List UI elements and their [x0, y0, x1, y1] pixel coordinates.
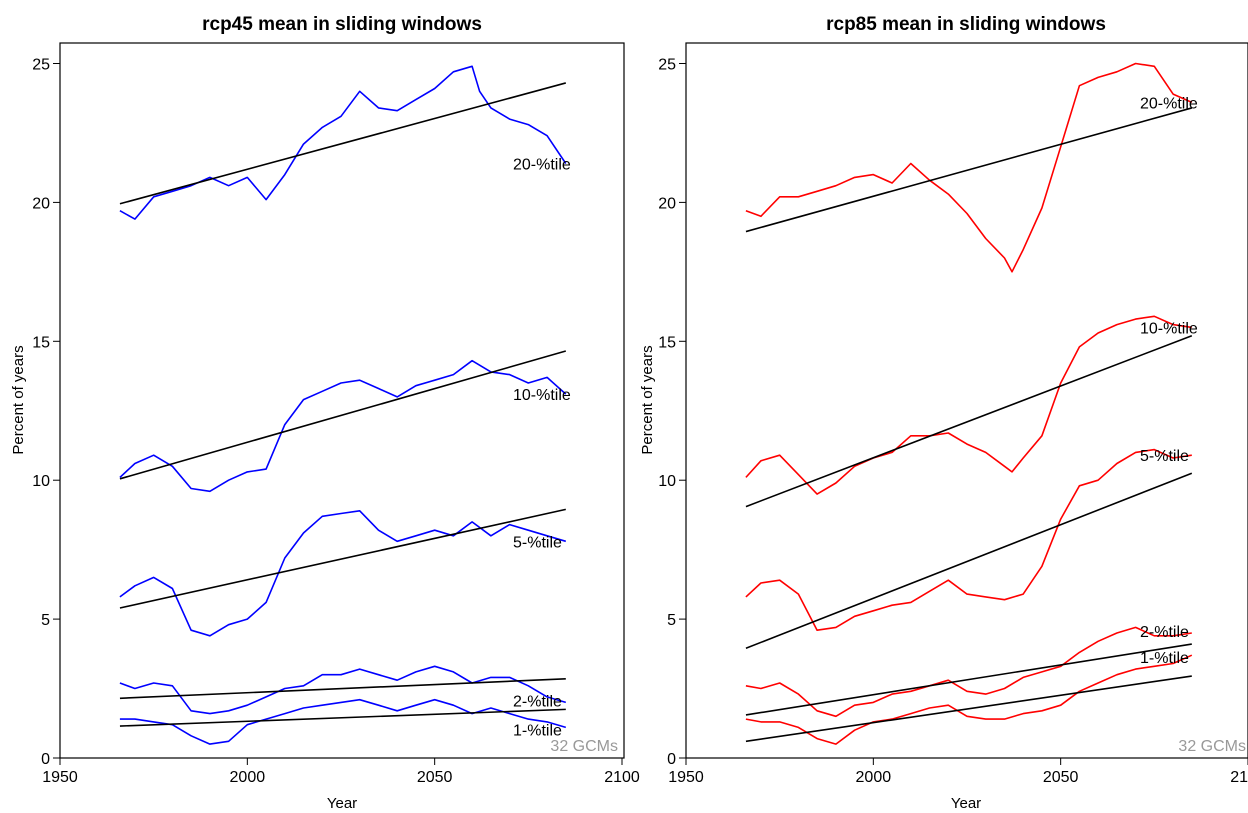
- panel-rcp45: rcp45 mean in sliding windows Year Perce…: [10, 14, 640, 812]
- y-tick-label: 5: [41, 612, 50, 629]
- trend-line-20-pcttile: [745, 107, 1193, 233]
- trend-line-5-pcttile: [119, 508, 566, 609]
- series-line-2-pcttile: [745, 626, 1192, 718]
- trend-line-1-pcttile: [745, 675, 1192, 743]
- x-tick-label: 1950: [42, 769, 78, 786]
- trend-line-5-pcttile: [745, 472, 1193, 650]
- trend-line-10-pcttile: [745, 334, 1193, 508]
- gcm-count-annotation: 32 GCMs: [550, 738, 618, 755]
- plot-frame: [685, 42, 1248, 759]
- series-label: 1-%tile: [513, 722, 562, 739]
- y-tick-label: 10: [32, 473, 50, 490]
- chart-title: rcp45 mean in sliding windows: [202, 14, 482, 35]
- series-label: 20-%tile: [1140, 95, 1198, 112]
- series-label: 2-%tile: [513, 693, 562, 710]
- x-tick-label: 2050: [417, 769, 453, 786]
- series-label: 1-%tile: [1140, 650, 1189, 667]
- x-tick-label: 2000: [230, 769, 266, 786]
- y-axis-label: Percent of years: [639, 345, 656, 454]
- series-label: 10-%tile: [1140, 320, 1198, 337]
- trend-line-20-pcttile: [119, 82, 567, 205]
- x-tick-label: 2100: [604, 769, 640, 786]
- y-tick-label: 5: [667, 612, 676, 629]
- trend-line-2-pcttile: [119, 678, 566, 700]
- plot-frame: [59, 42, 625, 759]
- chart-title: rcp85 mean in sliding windows: [826, 14, 1106, 35]
- series-line-1-pcttile: [119, 698, 567, 745]
- y-tick-label: 0: [41, 751, 50, 768]
- x-tick-label: 2050: [1043, 769, 1079, 786]
- series-line-5-pcttile: [745, 448, 1192, 632]
- y-tick-label: 25: [32, 57, 50, 74]
- y-tick-label: 10: [658, 473, 676, 490]
- gcm-count-annotation: 32 GCMs: [1178, 738, 1246, 755]
- y-tick-label: 15: [32, 334, 50, 351]
- y-tick-label: 20: [32, 195, 50, 212]
- x-axis-label: Year: [951, 795, 981, 812]
- y-axis-label: Percent of years: [10, 345, 27, 454]
- trend-line-1-pcttile: [119, 708, 566, 727]
- series-line-10-pcttile: [745, 315, 1192, 495]
- series-line-5-pcttile: [119, 509, 567, 637]
- y-tick-label: 0: [667, 751, 676, 768]
- series-label: 10-%tile: [513, 387, 571, 404]
- x-axis-label: Year: [327, 795, 357, 812]
- y-tick-label: 25: [658, 57, 676, 74]
- series-line-1-pcttile: [745, 654, 1193, 745]
- series-label: 20-%tile: [513, 157, 571, 174]
- series-line-20-pcttile: [745, 62, 1193, 273]
- y-tick-label: 15: [658, 334, 676, 351]
- x-tick-label: 2000: [856, 769, 892, 786]
- trend-line-10-pcttile: [119, 350, 567, 480]
- x-tick-label: 2100: [1230, 769, 1248, 786]
- series-label: 5-%tile: [513, 534, 562, 551]
- x-tick-label: 1950: [668, 769, 704, 786]
- series-line-2-pcttile: [119, 665, 567, 715]
- panel-rcp85: rcp85 mean in sliding windows Year Perce…: [639, 14, 1248, 812]
- series-label: 5-%tile: [1140, 448, 1189, 465]
- y-tick-label: 20: [658, 195, 676, 212]
- trend-line-2-pcttile: [745, 643, 1192, 716]
- series-label: 2-%tile: [1140, 624, 1189, 641]
